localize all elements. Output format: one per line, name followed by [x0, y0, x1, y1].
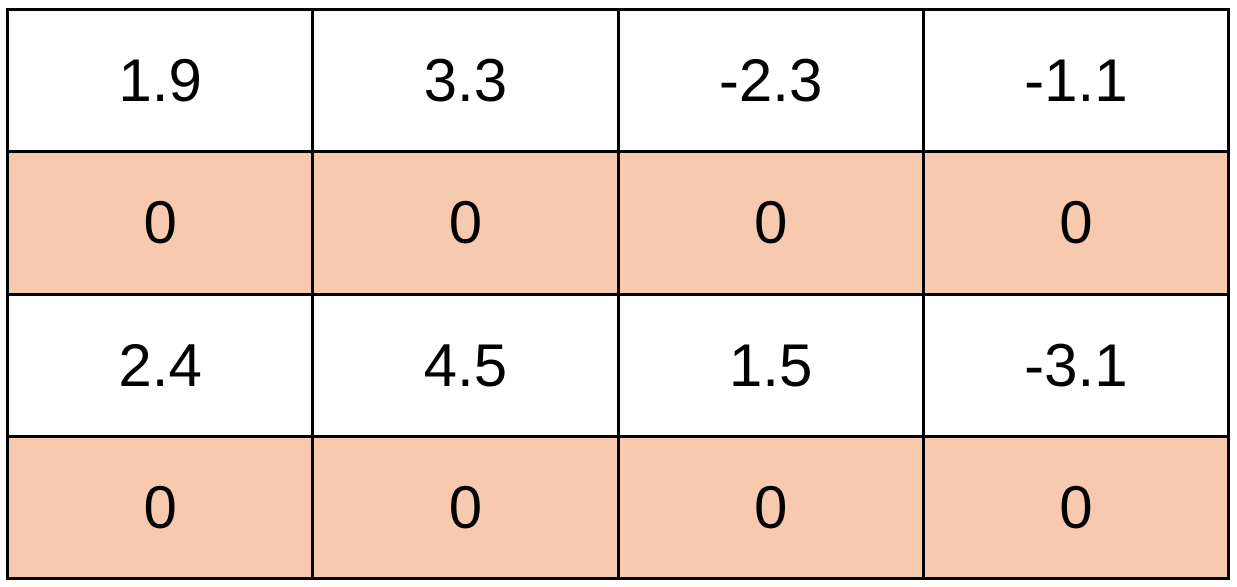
- grid-cell: 1.5: [619, 295, 925, 438]
- grid-cell: -1.1: [924, 11, 1230, 154]
- grid-cell-shaded: 0: [924, 437, 1230, 580]
- grid-cell-shaded: 0: [924, 153, 1230, 296]
- grid-cell: 3.3: [314, 11, 620, 154]
- grid-cell-shaded: 0: [314, 437, 620, 580]
- grid-cell: 1.9: [9, 11, 315, 154]
- grid-cell-shaded: 0: [9, 153, 315, 296]
- grid-cell-shaded: 0: [314, 153, 620, 296]
- grid-cell: -2.3: [619, 11, 925, 154]
- grid-cell: 2.4: [9, 295, 315, 438]
- grid-cell-shaded: 0: [619, 437, 925, 580]
- grid-cell-shaded: 0: [619, 153, 925, 296]
- grid-cell: 4.5: [314, 295, 620, 438]
- grid-cell-shaded: 0: [9, 437, 315, 580]
- value-grid: 1.9 3.3 -2.3 -1.1 0 0 0 0 2.4 4.5 1.5 -3…: [6, 8, 1230, 580]
- grid-cell: -3.1: [924, 295, 1230, 438]
